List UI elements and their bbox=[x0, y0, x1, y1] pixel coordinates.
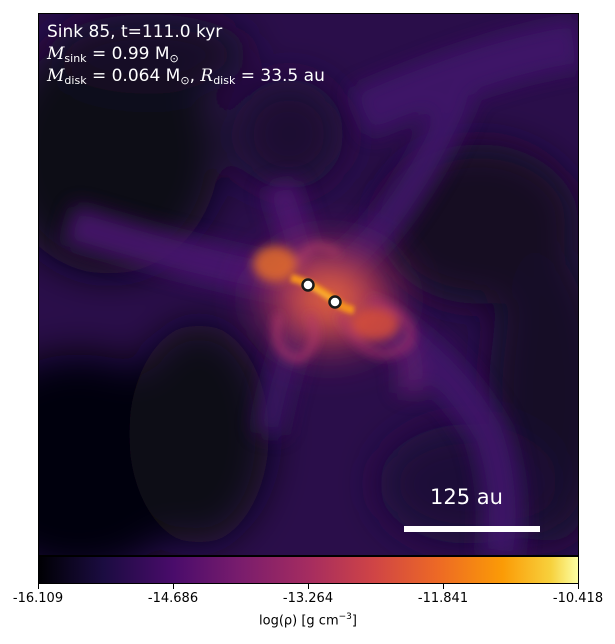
colorbar-tick-label: -16.109 bbox=[12, 591, 64, 606]
colorbar-tick-label: -14.686 bbox=[147, 591, 199, 606]
sink-mass: Msink = 0.99 M⊙ bbox=[47, 44, 179, 65]
sink-b-marker bbox=[328, 295, 342, 309]
colorbar-tick bbox=[173, 584, 174, 589]
colorbar-tick bbox=[38, 584, 39, 589]
disk-properties: Mdisk = 0.064 M⊙, Rdisk = 33.5 au bbox=[47, 66, 325, 87]
scale-bar-label: 125 au bbox=[430, 485, 503, 509]
colorbar-tick bbox=[308, 584, 309, 589]
colorbar-tick-label: -11.841 bbox=[417, 591, 469, 606]
colorbar-tick-label: -10.418 bbox=[552, 591, 604, 606]
colorbar-tick bbox=[578, 584, 579, 589]
colorbar-label: log(ρ) [g cm−3] bbox=[259, 612, 357, 629]
density-map: Sink 85, t=111.0 kyr Msink = 0.99 M⊙ Mdi… bbox=[38, 13, 579, 556]
colorbar bbox=[38, 556, 579, 584]
colorbar-tick-label: -13.264 bbox=[282, 591, 334, 606]
density-field bbox=[39, 14, 578, 555]
scale-bar bbox=[404, 526, 540, 532]
colorbar-tick bbox=[443, 584, 444, 589]
sink-a-marker bbox=[301, 278, 315, 292]
sink-title: Sink 85, t=111.0 kyr bbox=[47, 22, 223, 42]
